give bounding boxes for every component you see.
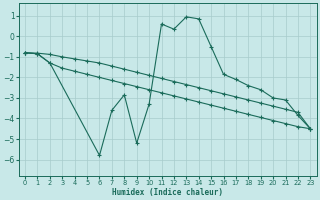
X-axis label: Humidex (Indice chaleur): Humidex (Indice chaleur) [112,188,223,197]
